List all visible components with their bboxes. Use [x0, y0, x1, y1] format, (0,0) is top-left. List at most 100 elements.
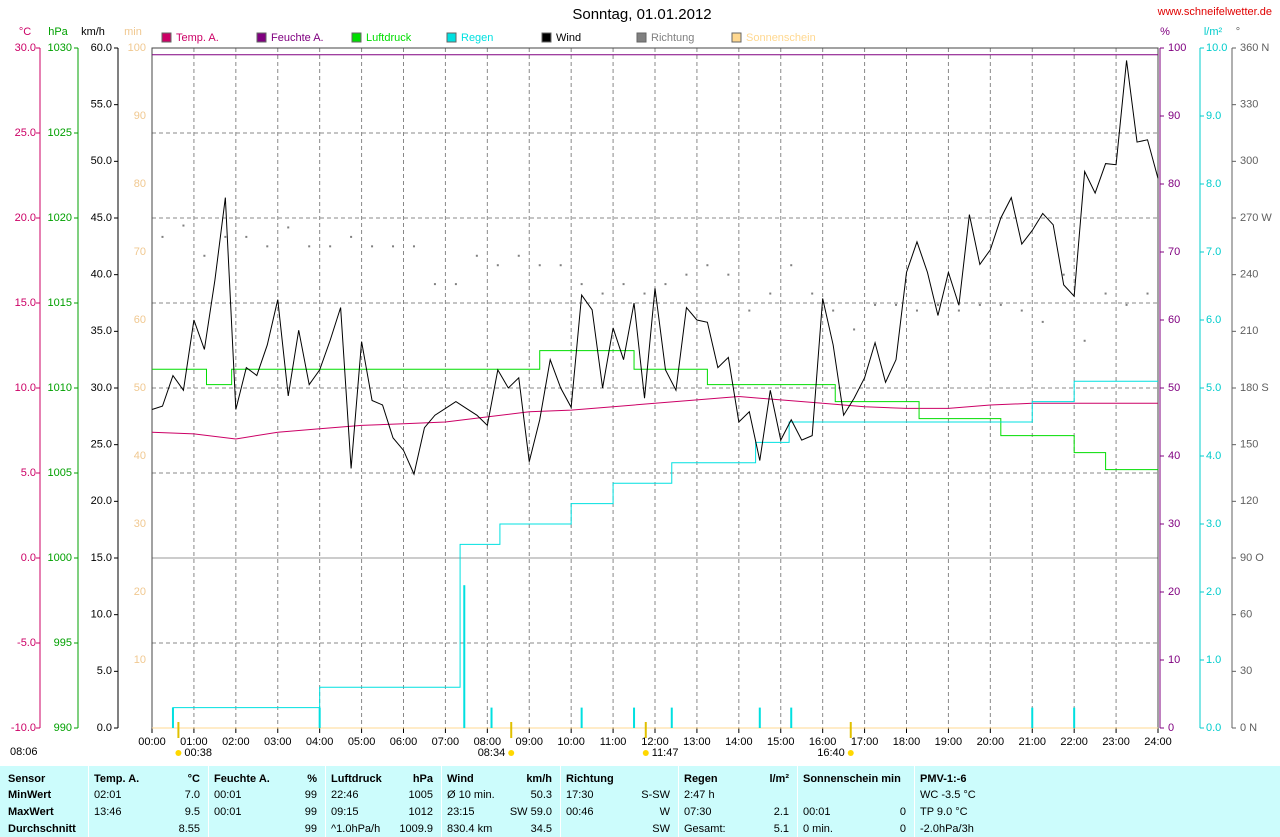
cell-left: 830.4 km: [447, 823, 493, 835]
direction-dot: [811, 292, 814, 295]
group-title: PMV-1:-6: [920, 773, 967, 785]
direction-dot: [287, 226, 290, 229]
x-tick-label: 12:00: [641, 736, 669, 748]
x-tick-label: 04:00: [306, 736, 334, 748]
cell-left: 00:01: [803, 806, 831, 818]
y-tick-label: 60: [1240, 609, 1252, 621]
legend-swatch: [731, 32, 742, 43]
y-tick-label: 120: [1240, 495, 1258, 507]
cell-left: 17:30: [566, 789, 594, 801]
direction-dot: [392, 245, 395, 248]
direction-dot: [559, 264, 562, 267]
column-separator: [797, 766, 798, 837]
cell-value: 7.0: [184, 789, 200, 801]
corner-label: 08:06: [10, 746, 38, 758]
y-tick-label: 10: [1168, 654, 1180, 666]
y-tick-label: 9.0: [1206, 110, 1221, 122]
direction-dot: [1062, 273, 1065, 276]
marker-icon: [508, 750, 515, 756]
x-tick-label: 16:00: [809, 736, 837, 748]
legend-swatch: [446, 32, 457, 43]
row-label: Durchschnitt: [8, 823, 76, 835]
cell-value: 8.55: [178, 823, 200, 835]
direction-dot: [706, 264, 709, 267]
direction-dot: [685, 273, 688, 276]
direction-dot: [643, 292, 646, 295]
x-tick-label: 17:00: [851, 736, 879, 748]
group-title: Feuchte A.: [214, 773, 270, 785]
cell-value: 2.1: [773, 806, 789, 818]
legend-swatch: [351, 32, 362, 43]
marker-label: 00:38: [184, 747, 212, 759]
column-separator: [88, 766, 89, 837]
legend-label: Temp. A.: [176, 32, 219, 44]
group-title: Temp. A.: [94, 773, 140, 785]
x-tick-label: 24:00: [1144, 736, 1172, 748]
direction-dot: [1104, 292, 1107, 295]
column-separator: [678, 766, 679, 837]
row-label: MinWert: [8, 789, 52, 801]
cell-value: 0: [899, 806, 906, 818]
legend-label: Sonnenschein: [746, 32, 816, 44]
y-tick-label: 60.0: [91, 42, 112, 54]
cell-left: 2:47 h: [684, 789, 715, 801]
y-tick-label: 50.0: [91, 155, 112, 167]
y-tick-label: 60: [1168, 314, 1180, 326]
y-tick-label: 30: [134, 518, 146, 530]
cell-value: SW 59.0: [509, 806, 552, 818]
cell-value: 99: [304, 806, 317, 818]
y-tick-label: 180 S: [1240, 382, 1269, 394]
axis-title: km/h: [81, 26, 105, 38]
y-tick-label: 0.0: [21, 552, 36, 564]
direction-dot: [371, 245, 374, 248]
column-separator: [560, 766, 561, 837]
cell-left: TP 9.0 °C: [920, 806, 968, 818]
column-separator: [325, 766, 326, 837]
x-tick-label: 13:00: [683, 736, 711, 748]
marker-label: 16:40: [817, 747, 845, 759]
direction-dot: [664, 283, 667, 286]
direction-dot: [978, 303, 981, 306]
cell-left: Gesamt:: [684, 823, 726, 835]
y-tick-label: 4.0: [1206, 450, 1221, 462]
group-title: Luftdruck: [331, 773, 382, 785]
y-tick-label: 50: [1168, 382, 1180, 394]
x-tick-label: 22:00: [1060, 736, 1088, 748]
rain-bar: [318, 707, 321, 728]
direction-dot: [350, 235, 353, 238]
y-tick-label: 25.0: [91, 439, 112, 451]
y-tick-label: 1010: [48, 382, 72, 394]
cell-value: 34.5: [530, 823, 552, 835]
rain-bar: [580, 707, 583, 728]
cell-left: 07:30: [684, 806, 712, 818]
direction-dot: [161, 235, 164, 238]
direction-dot: [853, 328, 856, 331]
row-label: Sensor: [8, 773, 46, 785]
y-tick-label: 150: [1240, 439, 1258, 451]
cell-left: 00:01: [214, 806, 242, 818]
y-tick-label: 6.0: [1206, 314, 1221, 326]
cell-value: 5.1: [773, 823, 789, 835]
cell-left: 13:46: [94, 806, 122, 818]
x-tick-label: 01:00: [180, 736, 208, 748]
direction-dot: [601, 292, 604, 295]
marker-icon: [847, 750, 854, 756]
column-separator: [208, 766, 209, 837]
y-tick-label: 15.0: [91, 552, 112, 564]
x-tick-label: 23:00: [1102, 736, 1130, 748]
column-separator: [441, 766, 442, 837]
y-tick-label: 3.0: [1206, 518, 1221, 530]
y-tick-label: 30.0: [91, 382, 112, 394]
summary-table: Sensor MinWert MaxWert Durchschnitt Temp. A.…: [0, 766, 1280, 837]
group-unit: %: [307, 773, 317, 785]
chart-title: Sonntag, 01.01.2012: [572, 6, 711, 23]
direction-dot: [580, 283, 583, 286]
cell-left: 00:01: [214, 789, 242, 801]
rain-bar: [1031, 707, 1034, 728]
legend-label: Richtung: [651, 32, 694, 44]
y-tick-label: 5.0: [97, 665, 112, 677]
x-tick-label: 06:00: [390, 736, 418, 748]
axis-title: l/m²: [1204, 26, 1223, 38]
cell-left: -2.0hPa/3h: [920, 823, 974, 835]
y-tick-label: 45.0: [91, 212, 112, 224]
